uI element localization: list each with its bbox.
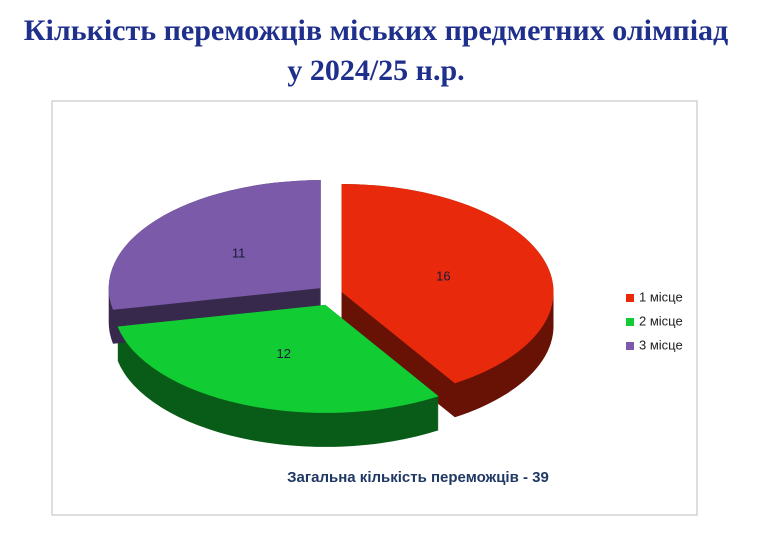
legend-label: 3 місце [639, 337, 683, 352]
slice [117, 304, 439, 413]
data-label: 12 [277, 346, 291, 361]
legend-label: 2 місце [639, 313, 683, 328]
chart-title: у 2024/25 н.р. [287, 54, 464, 87]
slice [341, 183, 554, 384]
data-label: 11 [232, 245, 246, 260]
legend-swatch [626, 318, 634, 326]
data-label: 16 [436, 268, 450, 283]
legend-label: 1 місце [639, 289, 683, 304]
chart-title: Кількість переможців міських предметних … [24, 14, 728, 47]
legend-swatch [626, 294, 634, 302]
slice [108, 180, 321, 310]
annotation: Загальна кількість переможців - 39 [287, 469, 549, 486]
legend-swatch [626, 342, 634, 350]
plot-frame [51, 100, 698, 516]
